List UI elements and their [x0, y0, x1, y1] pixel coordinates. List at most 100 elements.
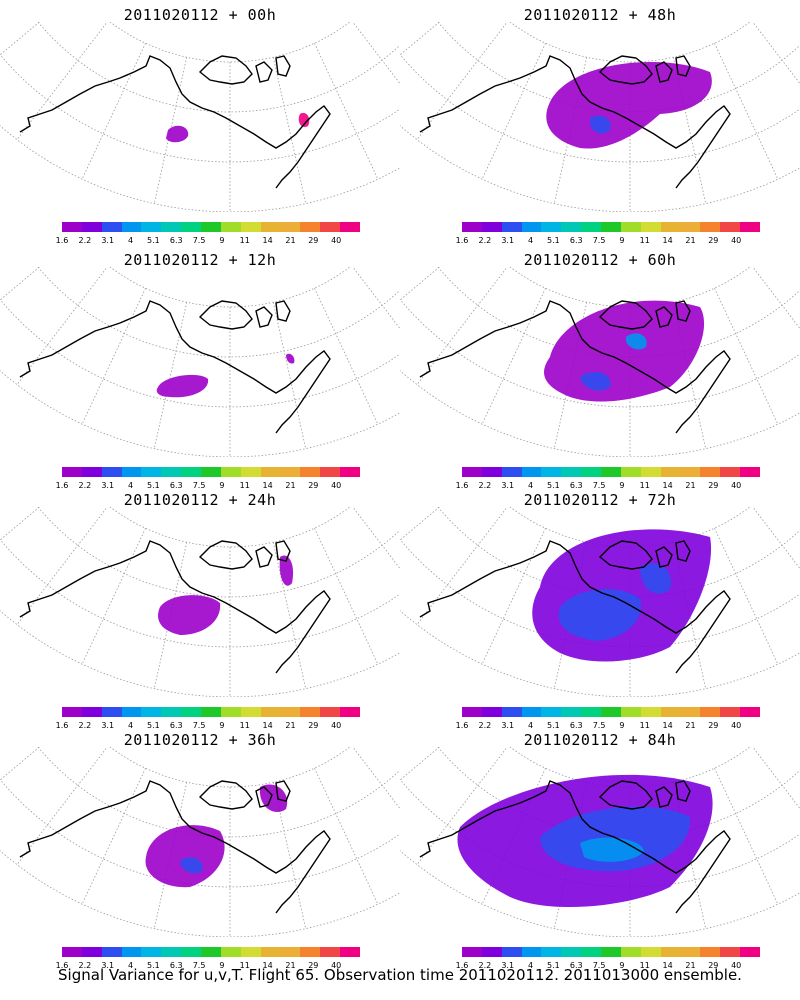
colorbar-tick-label: 1.6 [55, 236, 69, 245]
variance-contour [180, 857, 203, 874]
colorbar-tick-label: 5.1 [547, 961, 560, 970]
colorbar-swatch [141, 707, 162, 717]
colorbar-swatch [181, 707, 202, 717]
colorbar-swatch [141, 947, 162, 957]
map-panel-00h: 2011020112 + 00h 1.6 2.2 3.1 4 5.1 6.3 7.5 9 11 1… [0, 0, 400, 245]
colorbar-tick-label: 2.2 [78, 236, 92, 245]
colorbar-tick-label: 9 [219, 481, 225, 490]
colorbar-tick-label: 7.5 [592, 721, 606, 730]
colorbar-tick-label: 6.3 [169, 236, 183, 245]
colorbar-swatch [481, 707, 502, 717]
coastline [419, 540, 731, 674]
colorbar-swatch [541, 707, 562, 717]
colorbar-swatch [680, 947, 701, 957]
coastline [419, 300, 731, 434]
colorbar-swatch [660, 222, 681, 232]
colorbar-swatch [521, 947, 542, 957]
colorbar-swatch [462, 222, 482, 232]
colorbar-tick-label: 2.2 [78, 481, 92, 490]
colorbar-tick-label: 11 [639, 236, 650, 245]
polar-map [0, 747, 400, 937]
colorbar-swatch [340, 467, 360, 477]
colorbar-tick-label: 7.5 [192, 961, 206, 970]
colorbar-tick-label: 9 [619, 236, 625, 245]
colorbar-tick-label: 9 [219, 961, 225, 970]
panel-title: 2011020112 + 36h [123, 731, 277, 749]
colorbar-swatch [121, 222, 142, 232]
coastline [19, 300, 331, 434]
colorbar-tick-label: 11 [239, 236, 250, 245]
colorbar-tick-label: 1.6 [55, 481, 69, 490]
colorbar-tick-label: 11 [239, 961, 250, 970]
colorbar-swatch [740, 707, 760, 717]
colorbar [62, 947, 360, 957]
variance-contour [558, 589, 642, 641]
colorbar-swatch [660, 467, 681, 477]
colorbar-swatch [740, 467, 760, 477]
colorbar-swatch [561, 707, 582, 717]
panel-title: 2011020112 + 24h [123, 491, 277, 509]
colorbar-swatch [501, 707, 522, 717]
colorbar-tick-label: 14 [662, 481, 673, 490]
colorbar-swatch [81, 467, 102, 477]
colorbar-swatch [501, 947, 522, 957]
colorbar-swatch [620, 707, 641, 717]
colorbar-tick-label: 5.1 [147, 961, 160, 970]
colorbar-tick-label: 5.1 [147, 481, 160, 490]
colorbar-tick-label: 21 [685, 961, 696, 970]
coastline [419, 55, 731, 189]
colorbar-tick-label: 40 [731, 481, 742, 490]
signal-variance-shading [156, 353, 295, 398]
colorbar [462, 222, 760, 232]
colorbar-tick-label: 21 [685, 721, 696, 730]
colorbar-tick-label: 40 [331, 721, 342, 730]
latlon-grid [0, 507, 400, 697]
colorbar-swatch [541, 947, 562, 957]
colorbar-swatch [300, 467, 321, 477]
map-panel-84h: 2011020112 + 84h 1.6 2.2 3.1 4 5.1 6.3 7.5 9 11 1… [400, 725, 800, 970]
colorbar-swatch [501, 222, 522, 232]
colorbar-tick-label: 3.1 [101, 481, 115, 490]
signal-variance-shading [145, 784, 288, 888]
signal-variance-shading [532, 529, 712, 662]
colorbar-swatch [201, 222, 221, 232]
colorbar-swatch [300, 707, 321, 717]
map-panel-60h: 2011020112 + 60h 1.6 2.2 3.1 4 5.1 6.3 7.5 9 11 1… [400, 245, 800, 490]
colorbar-tick-label: 1.6 [455, 961, 469, 970]
colorbar-swatch [181, 222, 202, 232]
colorbar-swatch [720, 467, 741, 477]
map-panel-12h: 2011020112 + 12h 1.6 2.2 3.1 4 5.1 6.3 7.5 9 11 1… [0, 245, 400, 490]
colorbar-swatch [300, 947, 321, 957]
colorbar-swatch [601, 467, 621, 477]
colorbar-swatch [161, 947, 182, 957]
colorbar-swatch [660, 947, 681, 957]
variance-contour [640, 563, 672, 594]
colorbar-tick-label: 1.6 [55, 961, 69, 970]
colorbar-tick-label: 11 [639, 721, 650, 730]
colorbar-swatch [280, 707, 301, 717]
colorbar-tick-label: 9 [219, 721, 225, 730]
colorbar-swatch [680, 707, 701, 717]
colorbar-tick-label: 29 [708, 961, 719, 970]
colorbar-swatch [141, 467, 162, 477]
colorbar-tick-label: 1.6 [455, 236, 469, 245]
colorbar-swatch [601, 947, 621, 957]
colorbar-swatch [620, 947, 641, 957]
colorbar-swatch [161, 707, 182, 717]
colorbar-labels: 1.6 2.2 3.1 4 5.1 6.3 7.5 9 11 14 21 29 40 [56, 721, 360, 731]
colorbar-tick-label: 6.3 [169, 961, 183, 970]
colorbar-swatch [62, 947, 82, 957]
colorbar-swatch [62, 222, 82, 232]
variance-contour [546, 62, 712, 149]
colorbar-tick-label: 5.1 [147, 236, 160, 245]
polar-map [0, 267, 400, 457]
colorbar-tick-label: 3.1 [101, 236, 115, 245]
colorbar-swatch [561, 222, 582, 232]
colorbar-swatch [601, 707, 621, 717]
colorbar-tick-label: 29 [308, 961, 319, 970]
colorbar-tick-label: 40 [731, 236, 742, 245]
colorbar-tick-label: 2.2 [78, 721, 92, 730]
colorbar-tick-label: 21 [285, 961, 296, 970]
colorbar-swatch [141, 222, 162, 232]
panel-title: 2011020112 + 00h [123, 6, 277, 24]
